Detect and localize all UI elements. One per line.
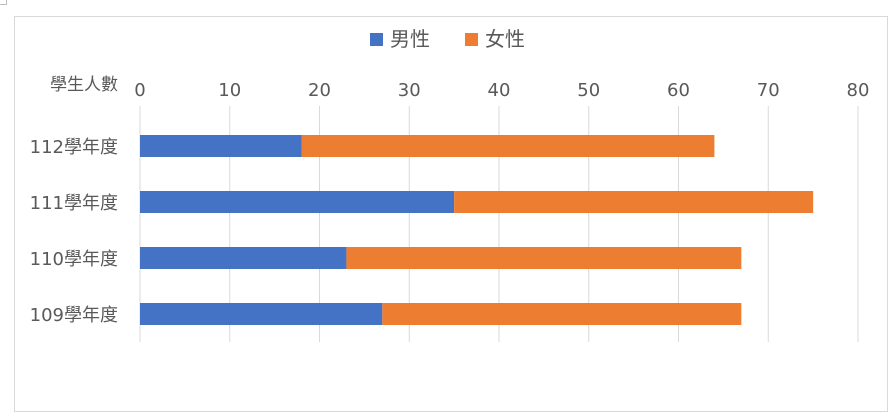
- legend-label: 女性: [485, 27, 525, 51]
- x-tick-label: 80: [847, 80, 870, 101]
- legend-label: 男性: [390, 27, 430, 51]
- x-tick-label: 70: [757, 80, 780, 101]
- category-label: 111學年度: [30, 193, 118, 214]
- legend-swatch: [370, 33, 383, 46]
- bars: [140, 135, 814, 325]
- chart-area: [14, 16, 888, 412]
- bar-segment: [140, 303, 383, 325]
- category-label: 110學年度: [30, 249, 118, 270]
- y-axis-labels: 112學年度 111學年度 110學年度 109學年度: [30, 137, 118, 326]
- bar-segment: [382, 303, 742, 325]
- category-label: 112學年度: [30, 137, 118, 158]
- x-tick-label: 60: [667, 80, 690, 101]
- bar-segment: [346, 247, 742, 269]
- x-tick-label: 10: [218, 80, 241, 101]
- bar-segment: [301, 135, 715, 157]
- x-tick-label: 20: [308, 80, 331, 101]
- bar-segment: [140, 247, 347, 269]
- legend-swatch: [465, 33, 478, 46]
- x-tick-label: 0: [134, 80, 145, 101]
- bar-segment: [140, 135, 302, 157]
- bar-segment: [454, 191, 814, 213]
- category-label: 109學年度: [30, 305, 118, 326]
- legend: 男性 女性: [370, 27, 525, 51]
- x-tick-label: 30: [398, 80, 421, 101]
- x-axis-ticks: 0 10 20 30 40 50 60 70 80: [134, 80, 869, 101]
- corner-mark: [0, 0, 7, 5]
- x-tick-label: 40: [488, 80, 511, 101]
- bar-segment: [140, 191, 455, 213]
- x-tick-label: 50: [577, 80, 600, 101]
- x-axis-title: 學生人數: [50, 75, 118, 95]
